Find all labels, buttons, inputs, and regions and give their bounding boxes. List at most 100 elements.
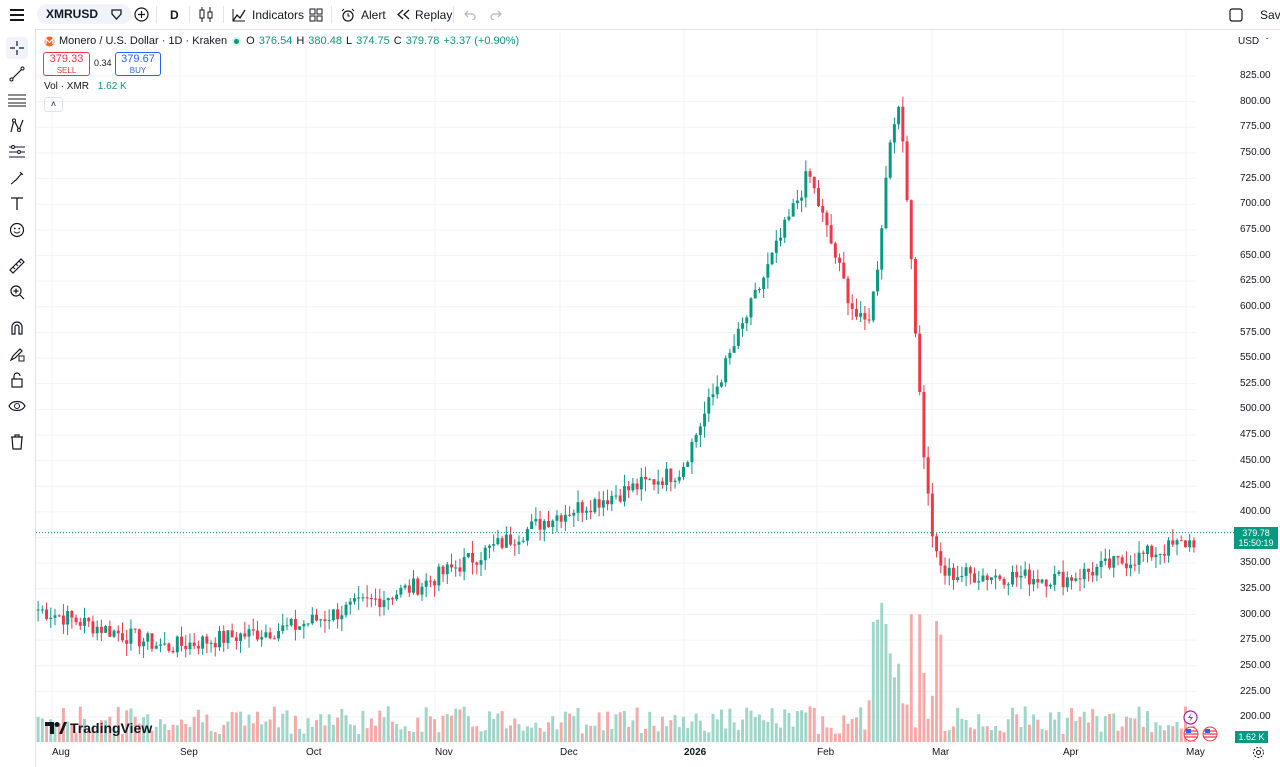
pattern-icon[interactable] <box>6 115 28 137</box>
buy-button[interactable]: 379.67 BUY <box>115 52 161 76</box>
candle-body <box>344 604 348 616</box>
volume-bar <box>956 707 960 742</box>
volume-bar <box>787 712 791 742</box>
compare-add-icon[interactable] <box>134 0 149 29</box>
brush-icon[interactable] <box>6 167 28 189</box>
lock-drawing-icon[interactable] <box>6 343 28 365</box>
volume-bar <box>943 730 947 742</box>
volume-bar <box>947 730 951 742</box>
volume-bar <box>850 718 854 742</box>
magnet-icon[interactable] <box>6 317 28 339</box>
volume-bar <box>437 732 441 742</box>
volume-bar <box>846 723 850 742</box>
candle-body <box>357 597 361 599</box>
zoom-in-icon[interactable] <box>6 281 28 303</box>
trash-icon[interactable] <box>6 431 28 453</box>
volume-bar <box>973 729 977 742</box>
candle-body <box>1179 540 1183 542</box>
candles-icon[interactable] <box>199 0 213 29</box>
candle-body <box>306 623 310 625</box>
replay-button[interactable]: Replay <box>397 0 452 29</box>
interval-button[interactable]: D <box>170 7 179 22</box>
candle-body <box>665 468 669 486</box>
chart-legend: Monero / U.S. Dollar · 1D · Kraken O 376.… <box>44 35 519 47</box>
tradingview-logo[interactable]: TradingView <box>45 720 152 736</box>
price-tick-label: 250.00 <box>1240 659 1271 671</box>
ruler-icon[interactable] <box>6 255 28 277</box>
save-button[interactable]: Save <box>1260 7 1280 22</box>
volume-bar <box>1019 727 1023 742</box>
time-tick-label: Apr <box>1063 747 1079 758</box>
symbol-search[interactable]: XMRUSD <box>37 4 131 24</box>
volume-bar <box>74 732 78 742</box>
price-chart[interactable] <box>36 30 1234 742</box>
candle-body <box>846 278 850 304</box>
settings-gear-icon[interactable] <box>1252 746 1265 764</box>
candle-body <box>639 476 643 490</box>
candle-body <box>994 575 998 578</box>
volume-bar <box>1146 711 1149 742</box>
volume-bar <box>1133 718 1137 742</box>
volume-bar <box>213 732 217 742</box>
volume-bar <box>580 733 584 742</box>
candle-body <box>137 629 141 647</box>
sell-button[interactable]: 379.33 SELL <box>43 52 90 76</box>
buy-price: 379.67 <box>121 53 155 65</box>
emoji-icon[interactable] <box>6 219 28 241</box>
candle-body <box>1162 553 1166 556</box>
volume-bar <box>525 726 529 742</box>
volume-bar <box>137 723 141 742</box>
forecast-icon[interactable] <box>6 141 28 163</box>
volume-bar <box>180 719 184 742</box>
volume-bar <box>652 725 656 742</box>
undo-icon[interactable] <box>464 0 476 29</box>
currency-selector[interactable]: USD ˇ <box>1238 36 1269 47</box>
volume-bar <box>108 716 112 742</box>
collapse-legend-button[interactable]: ˄ <box>44 97 63 112</box>
volume-bar <box>1065 717 1069 742</box>
volume-bar <box>909 614 913 742</box>
candle-body <box>390 598 394 600</box>
eye-icon[interactable] <box>6 395 28 417</box>
flag-us-icon[interactable] <box>1183 726 1199 747</box>
flag-us-icon[interactable] <box>1202 726 1218 747</box>
volume-bar <box>859 707 863 742</box>
volume-bar <box>386 706 390 742</box>
trend-line-icon[interactable] <box>6 63 28 85</box>
candle-body <box>1120 557 1124 564</box>
volume-bar <box>230 711 234 742</box>
indicators-button[interactable]: Indicators <box>232 0 304 29</box>
volume-bar <box>994 726 998 742</box>
fullscreen-icon[interactable] <box>1229 0 1243 29</box>
fib-retracement-icon[interactable] <box>6 89 28 111</box>
candle-body <box>1124 563 1128 569</box>
volume-legend[interactable]: Vol · XMR 1.62 K <box>44 81 127 92</box>
volume-bar <box>424 707 428 742</box>
candle-body <box>57 615 61 617</box>
volume-bar <box>125 710 129 742</box>
menu-icon[interactable] <box>10 0 24 29</box>
price-tick-label: 725.00 <box>1240 172 1271 184</box>
volume-bar <box>779 727 782 742</box>
lock-icon[interactable] <box>6 369 28 391</box>
volume-bar <box>808 706 812 742</box>
volume-bar <box>884 624 888 742</box>
volume-bar <box>336 717 340 742</box>
candle-body <box>500 538 504 548</box>
text-icon[interactable] <box>6 193 28 215</box>
redo-icon[interactable] <box>490 0 502 29</box>
candle-body <box>49 617 53 619</box>
alert-button[interactable]: Alert <box>341 0 386 29</box>
candle-body <box>234 637 238 641</box>
volume-bar <box>222 725 226 742</box>
crosshair-icon[interactable] <box>6 37 28 59</box>
volume-bar <box>1086 722 1090 742</box>
volume-bar <box>1040 728 1044 742</box>
candle-body <box>407 585 411 593</box>
favorite-icon[interactable] <box>110 0 123 29</box>
lightning-icon[interactable] <box>1183 710 1198 730</box>
candle-body <box>1116 556 1120 558</box>
chart-title[interactable]: Monero / U.S. Dollar · 1D · Kraken <box>59 35 228 47</box>
templates-icon[interactable] <box>309 0 323 29</box>
candle-body <box>703 413 707 427</box>
